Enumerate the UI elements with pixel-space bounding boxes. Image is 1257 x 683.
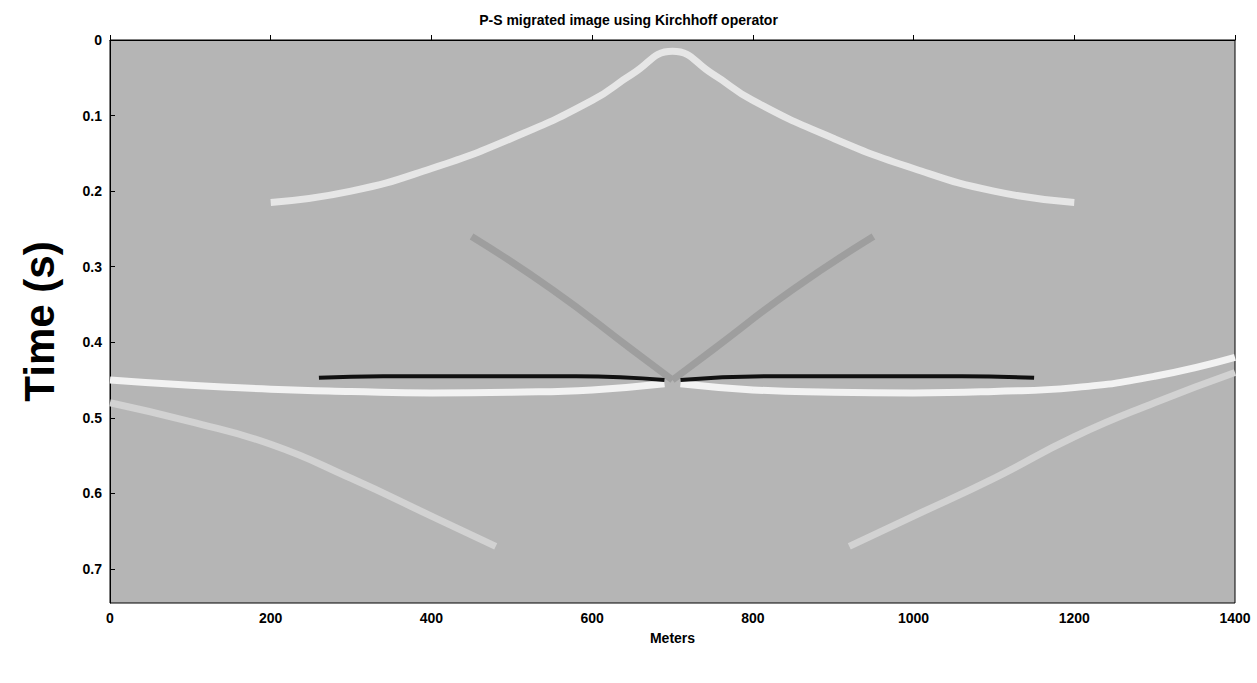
- svg-text:0.6: 0.6: [83, 485, 103, 501]
- svg-text:0: 0: [106, 610, 114, 626]
- svg-text:Time (s): Time (s): [16, 241, 63, 401]
- svg-text:0.2: 0.2: [83, 183, 103, 199]
- svg-text:0.4: 0.4: [83, 334, 103, 350]
- svg-text:800: 800: [741, 610, 765, 626]
- svg-text:0.3: 0.3: [83, 259, 103, 275]
- svg-text:0.1: 0.1: [83, 108, 103, 124]
- svg-text:0: 0: [94, 32, 102, 48]
- svg-text:600: 600: [580, 610, 604, 626]
- svg-text:1200: 1200: [1059, 610, 1090, 626]
- svg-text:1400: 1400: [1219, 610, 1250, 626]
- svg-text:200: 200: [259, 610, 283, 626]
- svg-text:0.5: 0.5: [83, 410, 103, 426]
- svg-text:P-S migrated image using Kirch: P-S migrated image using Kirchhoff opera…: [479, 12, 778, 28]
- svg-text:Meters: Meters: [650, 630, 695, 646]
- svg-text:0.7: 0.7: [83, 561, 103, 577]
- svg-text:400: 400: [420, 610, 444, 626]
- svg-text:1000: 1000: [898, 610, 929, 626]
